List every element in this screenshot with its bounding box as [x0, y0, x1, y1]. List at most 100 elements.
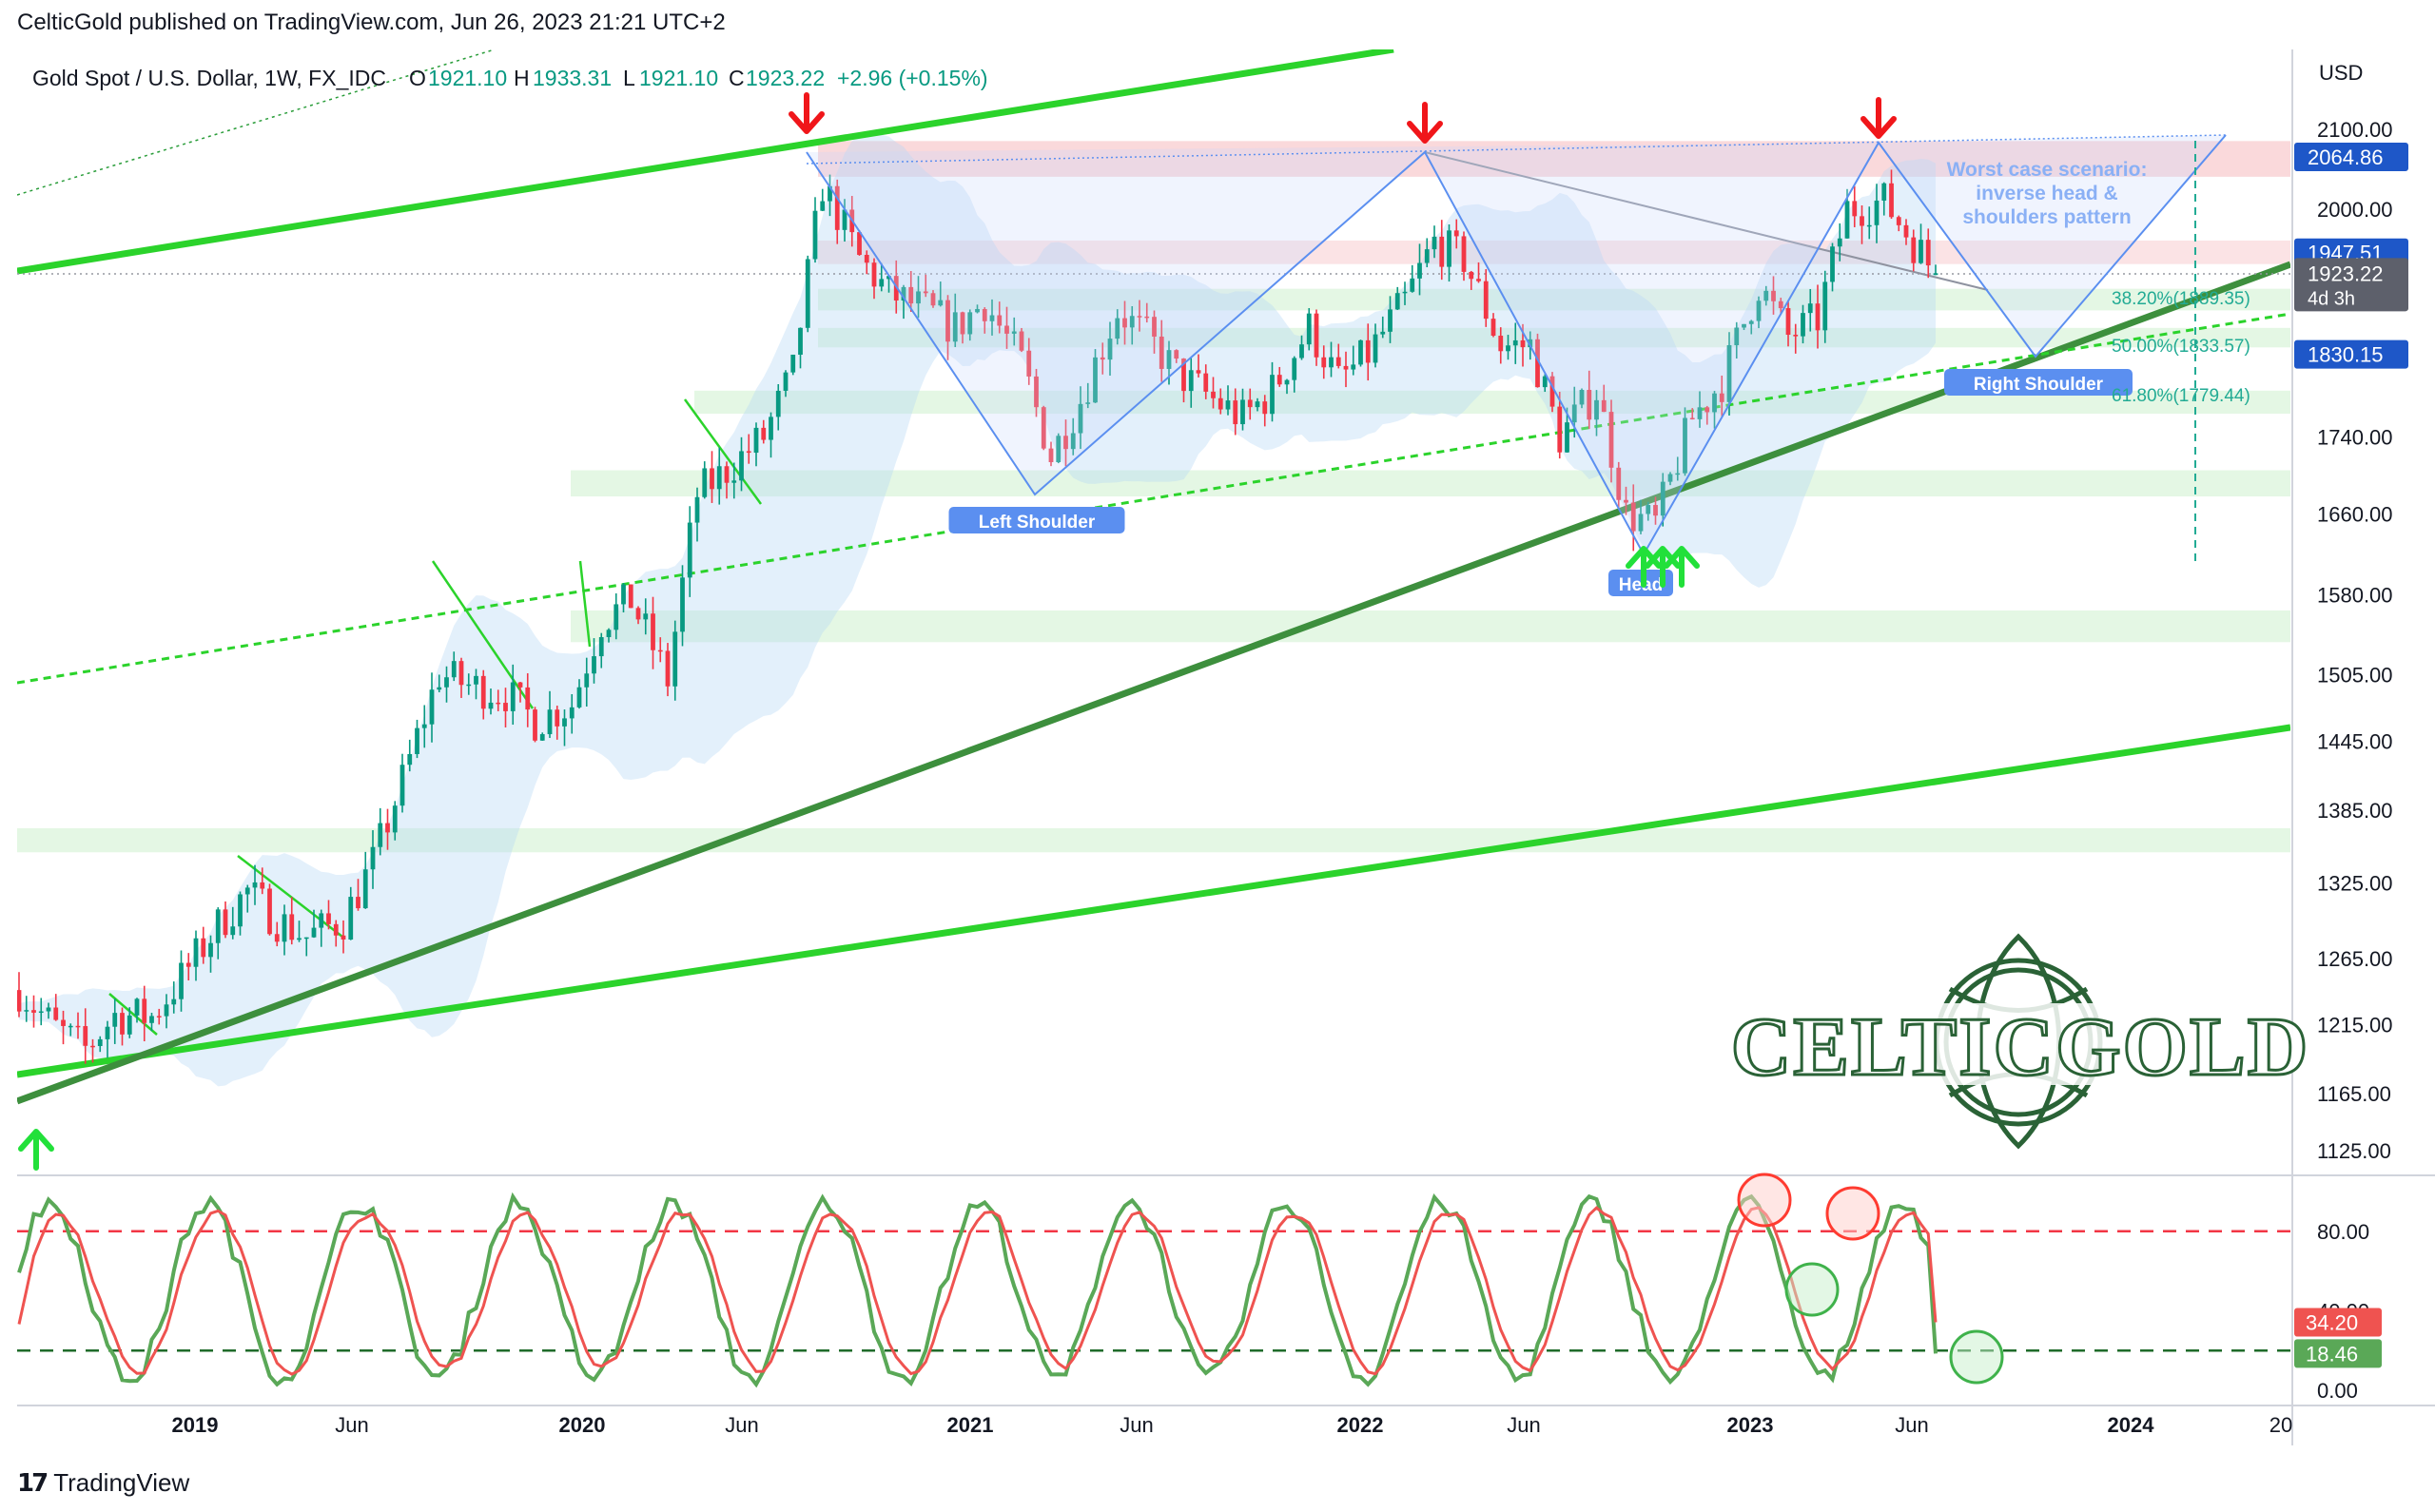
candle[interactable]: [458, 657, 464, 698]
candle[interactable]: [1579, 388, 1585, 409]
candle[interactable]: [1402, 281, 1408, 305]
candle[interactable]: [584, 657, 590, 707]
candle[interactable]: [1048, 441, 1054, 467]
candle[interactable]: [185, 953, 191, 981]
candle[interactable]: [451, 651, 457, 682]
candle[interactable]: [297, 921, 302, 942]
candle[interactable]: [746, 434, 751, 464]
candle[interactable]: [1041, 405, 1046, 451]
candle[interactable]: [1712, 391, 1717, 429]
candle[interactable]: [215, 907, 221, 960]
candle[interactable]: [1830, 242, 1835, 292]
candle[interactable]: [83, 1008, 88, 1064]
candle[interactable]: [657, 637, 663, 663]
candle[interactable]: [1137, 300, 1142, 332]
candle[interactable]: [1785, 300, 1791, 347]
candle[interactable]: [1549, 372, 1555, 413]
candle[interactable]: [569, 694, 575, 734]
candle[interactable]: [916, 276, 921, 319]
candle[interactable]: [967, 309, 973, 341]
candle[interactable]: [1925, 228, 1931, 279]
candle[interactable]: [533, 707, 537, 743]
candle[interactable]: [24, 996, 29, 1022]
candle[interactable]: [1093, 349, 1098, 403]
candle[interactable]: [238, 891, 243, 936]
candle[interactable]: [1837, 223, 1842, 262]
candle[interactable]: [761, 419, 767, 444]
candle[interactable]: [1903, 219, 1909, 245]
candle[interactable]: [488, 688, 494, 715]
candle[interactable]: [982, 307, 987, 334]
candle[interactable]: [142, 985, 147, 1041]
candle[interactable]: [1896, 215, 1901, 232]
candle[interactable]: [1211, 377, 1216, 409]
candle[interactable]: [1881, 182, 1887, 216]
candle[interactable]: [1365, 323, 1371, 381]
candle[interactable]: [1181, 358, 1186, 403]
candle[interactable]: [392, 801, 398, 841]
candle[interactable]: [1335, 343, 1341, 369]
candle[interactable]: [1638, 499, 1644, 534]
candle[interactable]: [1601, 384, 1607, 413]
candle[interactable]: [1129, 305, 1135, 345]
candle[interactable]: [149, 1013, 154, 1032]
candle[interactable]: [1498, 327, 1504, 364]
candle[interactable]: [1240, 388, 1245, 431]
candle[interactable]: [415, 719, 419, 759]
candle[interactable]: [127, 1007, 132, 1038]
candle[interactable]: [1247, 388, 1253, 420]
candle[interactable]: [592, 638, 596, 684]
candle[interactable]: [1461, 231, 1467, 281]
candle[interactable]: [1726, 332, 1732, 416]
candle[interactable]: [421, 705, 427, 748]
candle[interactable]: [112, 998, 118, 1044]
candle[interactable]: [171, 981, 177, 1014]
candle[interactable]: [1276, 366, 1282, 387]
candle[interactable]: [480, 669, 486, 720]
candle[interactable]: [1026, 338, 1032, 385]
candle[interactable]: [1373, 323, 1378, 368]
candle[interactable]: [1748, 320, 1754, 335]
candle[interactable]: [547, 690, 553, 739]
candle[interactable]: [1174, 349, 1179, 363]
candle[interactable]: [555, 706, 560, 740]
candle[interactable]: [319, 909, 324, 947]
candle[interactable]: [1218, 388, 1223, 415]
candle[interactable]: [267, 883, 272, 936]
candle[interactable]: [1004, 306, 1009, 349]
candle[interactable]: [952, 293, 958, 347]
candle[interactable]: [1469, 270, 1474, 290]
candle[interactable]: [1453, 219, 1459, 249]
candle[interactable]: [1380, 316, 1386, 339]
candle[interactable]: [1860, 205, 1864, 244]
candle[interactable]: [1557, 391, 1563, 459]
candle[interactable]: [724, 461, 730, 499]
candle[interactable]: [244, 884, 250, 913]
candle[interactable]: [1587, 370, 1592, 430]
candle[interactable]: [1667, 472, 1673, 486]
candle[interactable]: [378, 807, 383, 856]
candle[interactable]: [474, 669, 478, 700]
candle[interactable]: [1394, 286, 1400, 310]
candle[interactable]: [710, 451, 714, 503]
candle[interactable]: [1512, 322, 1518, 364]
candle[interactable]: [466, 673, 472, 695]
candle[interactable]: [68, 1023, 73, 1037]
candle[interactable]: [525, 673, 531, 727]
candle[interactable]: [370, 830, 376, 889]
candle[interactable]: [510, 664, 516, 726]
candle[interactable]: [1034, 368, 1039, 417]
candle[interactable]: [716, 447, 722, 505]
candle[interactable]: [614, 592, 619, 640]
candle[interactable]: [694, 487, 700, 542]
candle[interactable]: [1646, 501, 1651, 521]
candle[interactable]: [252, 864, 258, 905]
candle[interactable]: [1306, 308, 1312, 351]
candle[interactable]: [1483, 269, 1489, 327]
candle[interactable]: [1255, 397, 1260, 412]
candle[interactable]: [1122, 300, 1127, 345]
candle[interactable]: [989, 299, 995, 336]
candle[interactable]: [828, 174, 832, 217]
candle[interactable]: [687, 506, 692, 597]
candle[interactable]: [1719, 375, 1724, 417]
